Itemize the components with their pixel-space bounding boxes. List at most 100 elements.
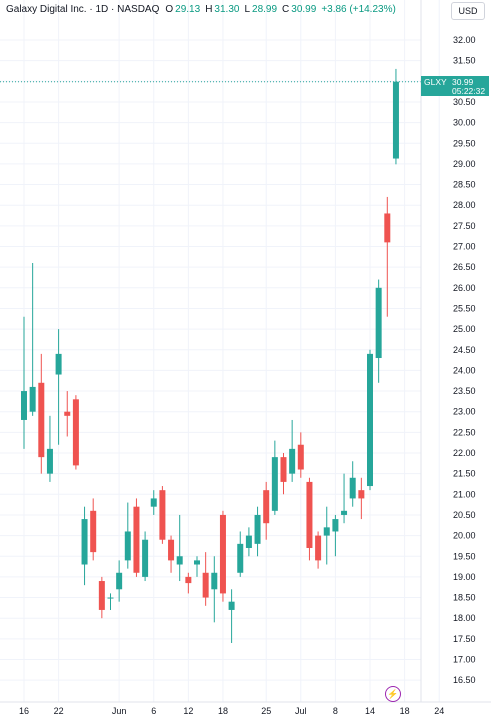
x-tick-label: 24 — [434, 706, 444, 716]
symbol-title: Galaxy Digital Inc. · 1D · NASDAQ — [6, 4, 160, 15]
time-axis[interactable]: 16 22 Jun 6 12 18 25 Jul 8 14 18 24 — [19, 706, 444, 716]
candle-body — [124, 531, 131, 561]
y-tick-label: 28.00 — [453, 200, 476, 210]
x-tick-label: 18 — [400, 706, 410, 716]
candle-body — [289, 448, 296, 474]
candle — [219, 510, 226, 602]
candle — [202, 552, 209, 606]
x-tick-label: 6 — [151, 706, 156, 716]
candle — [228, 589, 235, 643]
candle-body — [133, 506, 140, 573]
candle — [237, 531, 244, 577]
y-tick-label: 25.00 — [453, 324, 476, 334]
y-tick-label: 28.50 — [453, 180, 476, 190]
y-tick-label: 17.00 — [453, 655, 476, 665]
y-tick-label: 19.00 — [453, 572, 476, 582]
candle — [349, 461, 356, 507]
y-tick-label: 18.00 — [453, 613, 476, 623]
candle-body — [194, 560, 200, 565]
candle — [375, 279, 382, 383]
candle — [384, 196, 391, 317]
candle-body — [254, 514, 261, 544]
x-tick-label: 22 — [54, 706, 64, 716]
high-label: H — [205, 4, 213, 15]
y-tick-label: 22.50 — [453, 427, 476, 437]
y-tick-label: 30.00 — [453, 118, 476, 128]
y-tick-label: 27.50 — [453, 221, 476, 231]
candle — [315, 531, 322, 569]
candle-body — [392, 81, 399, 159]
candle — [323, 506, 330, 565]
candle — [263, 481, 270, 540]
candle — [358, 477, 365, 520]
candle-body — [185, 576, 192, 584]
open-value: 29.13 — [175, 4, 201, 15]
lightning-icon[interactable]: ⚡ — [385, 686, 401, 702]
candle-body — [168, 539, 175, 561]
candle — [150, 490, 157, 515]
low-label: L — [244, 4, 251, 15]
candle-body — [323, 527, 330, 536]
candle — [72, 395, 79, 470]
x-tick-label: Jul — [295, 706, 307, 716]
y-tick-label: 20.00 — [453, 531, 476, 541]
candle-body — [90, 510, 97, 553]
candle-body — [271, 457, 278, 511]
candle — [90, 498, 97, 561]
candle — [341, 473, 348, 524]
candle-body — [176, 556, 183, 565]
candle-body — [228, 601, 235, 610]
y-tick-label: 16.50 — [453, 675, 476, 685]
price-axis[interactable]: 32.0031.5031.0030.5030.0029.5029.0028.50… — [453, 35, 476, 685]
candle-body — [375, 287, 382, 359]
candle-body — [315, 535, 322, 561]
candle-body — [72, 399, 79, 466]
candle — [176, 514, 183, 582]
candle-body — [202, 572, 209, 598]
candle-body — [142, 539, 149, 577]
candle-body — [237, 543, 244, 573]
candle-body — [358, 490, 365, 499]
candle — [159, 486, 166, 544]
candle-body — [219, 514, 226, 594]
y-tick-label: 21.50 — [453, 469, 476, 479]
y-tick-label: 21.00 — [453, 489, 476, 499]
candle-body — [306, 481, 313, 548]
candle — [211, 556, 218, 623]
candle-body — [297, 444, 304, 470]
candle — [271, 440, 278, 515]
candle-body — [29, 386, 36, 412]
candle — [392, 68, 399, 165]
y-tick-label: 23.50 — [453, 386, 476, 396]
y-tick-label: 19.50 — [453, 551, 476, 561]
y-tick-label: 18.50 — [453, 593, 476, 603]
candle-body — [349, 477, 356, 499]
y-tick-label: 20.50 — [453, 510, 476, 520]
last-price-symbol: GLXY — [424, 77, 447, 87]
candle — [116, 560, 123, 602]
candle-body — [341, 510, 348, 515]
candle-body — [263, 490, 270, 524]
y-tick-label: 24.00 — [453, 365, 476, 375]
candles — [21, 68, 399, 643]
candle — [289, 419, 296, 482]
candle — [133, 498, 140, 577]
candle — [107, 593, 114, 610]
candle-body — [116, 572, 123, 590]
candle — [124, 502, 131, 569]
candle — [38, 353, 45, 474]
candle — [142, 531, 149, 582]
currency-selector[interactable]: USD — [451, 2, 485, 20]
x-tick-label: 18 — [218, 706, 228, 716]
x-tick-label: 12 — [183, 706, 193, 716]
x-tick-label: 14 — [365, 706, 375, 716]
x-tick-label: 16 — [19, 706, 29, 716]
y-tick-label: 30.50 — [453, 97, 476, 107]
candle — [98, 576, 105, 619]
last-price-value: 30.99 — [452, 77, 474, 87]
low-value: 28.99 — [252, 4, 278, 15]
candle-body — [245, 535, 252, 548]
candle-body — [107, 597, 114, 599]
change-value: +3.86 (+14.23%) — [321, 4, 396, 15]
